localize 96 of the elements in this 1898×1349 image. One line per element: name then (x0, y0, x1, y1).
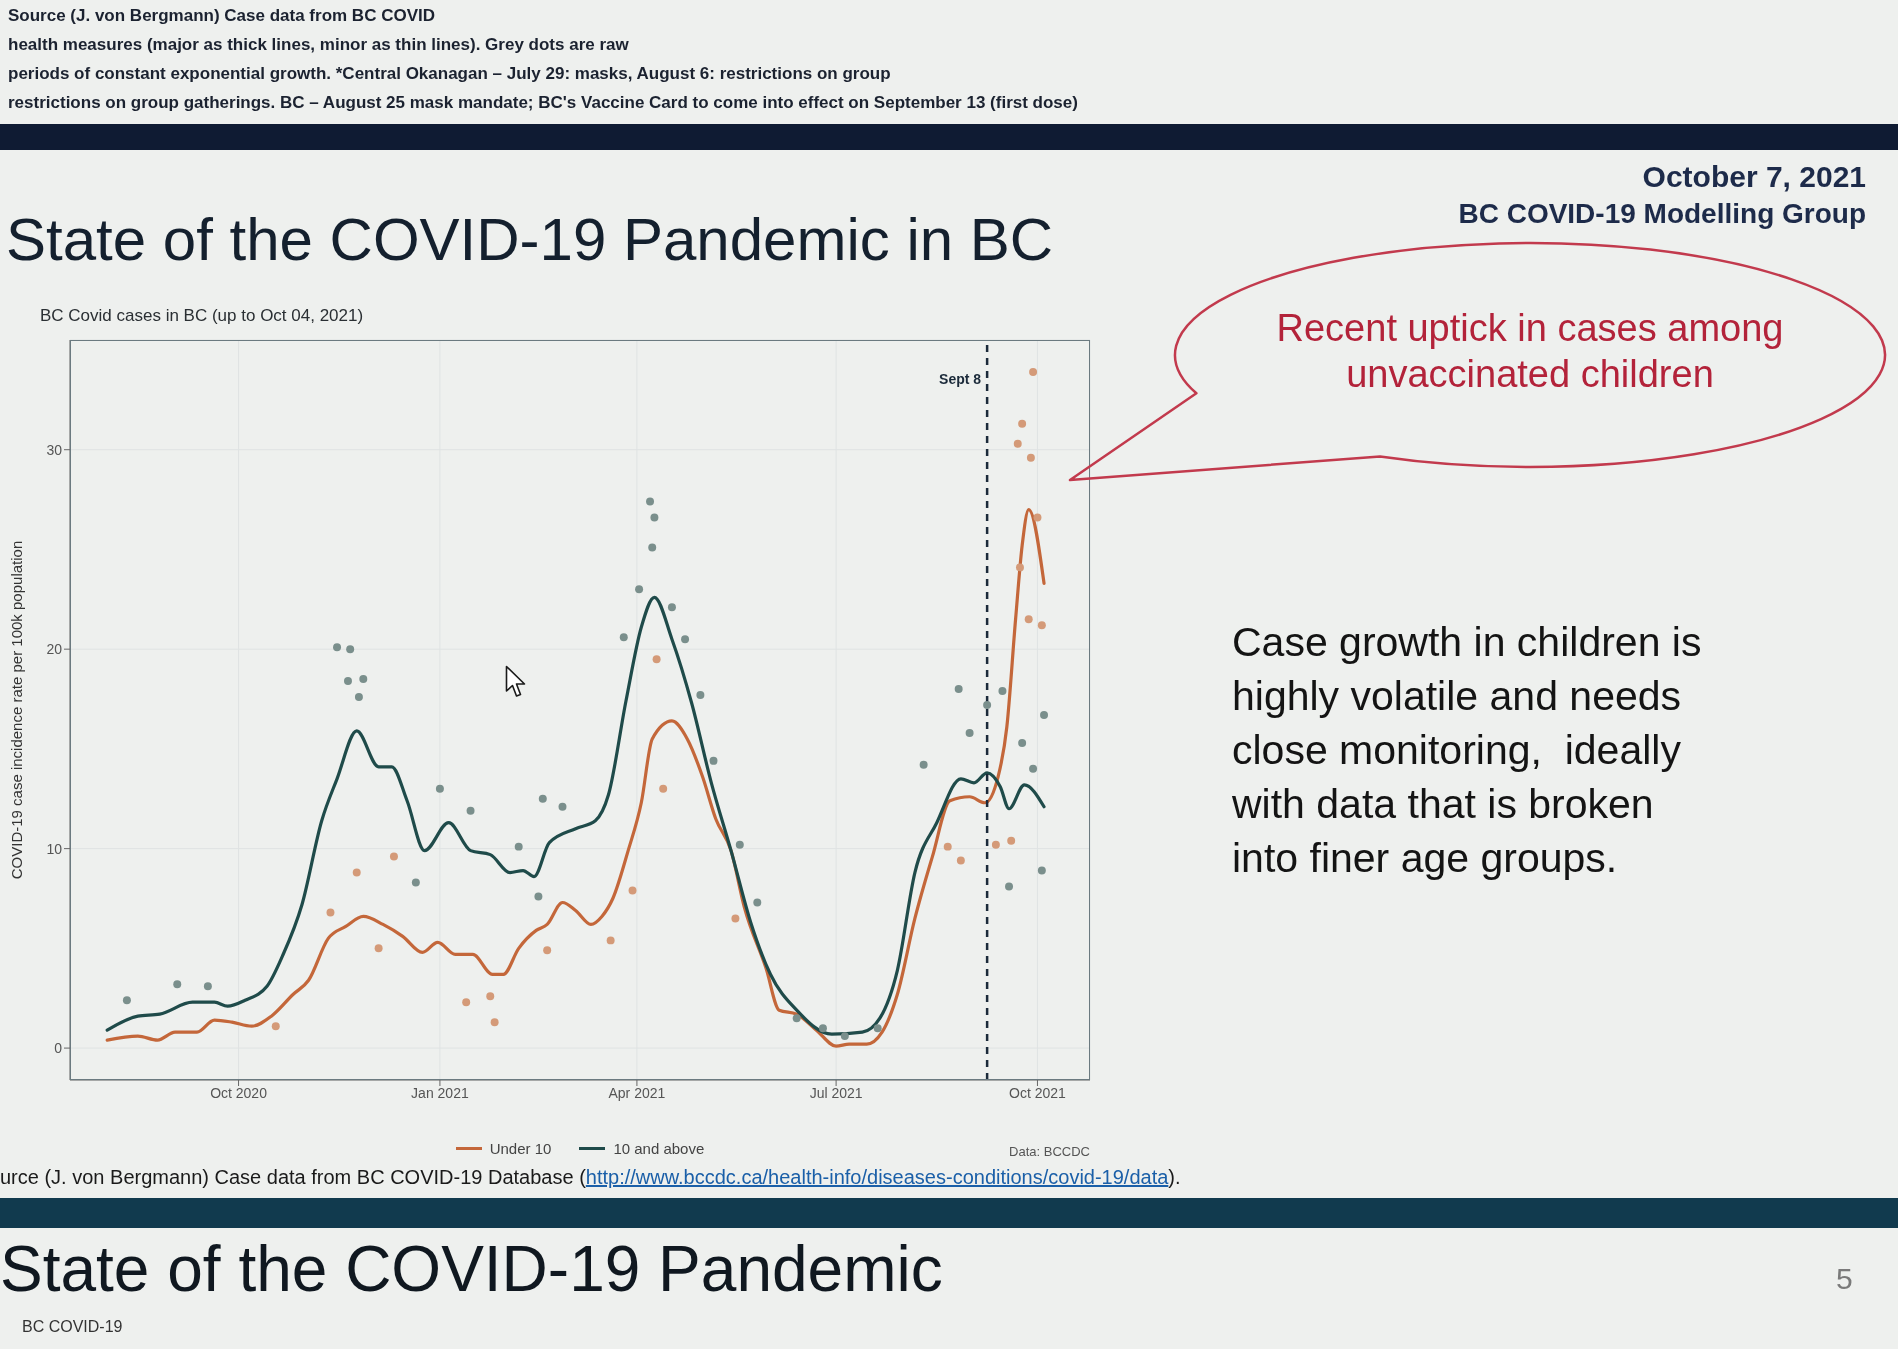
point (538, 794, 547, 803)
point (1040, 711, 1049, 719)
point (1018, 419, 1027, 428)
point (792, 1014, 801, 1023)
x-tick-label: Apr 2021 (608, 1084, 666, 1101)
point (543, 946, 552, 955)
legend-label: Under 10 (489, 1140, 552, 1157)
chart-subtitle: BC Covid cases in BC (up to Oct 04, 2021) (40, 306, 364, 326)
point (696, 691, 705, 700)
ref-line-label: Sept 8 (939, 371, 982, 387)
point (659, 784, 668, 793)
point (1029, 367, 1038, 376)
line-series (105, 507, 1046, 1048)
point (1037, 621, 1046, 630)
point (389, 852, 398, 861)
point (735, 840, 744, 849)
point (411, 878, 420, 887)
point (998, 687, 1007, 696)
point (558, 802, 567, 811)
legend-label: 10 and above (613, 1140, 705, 1157)
point (873, 1024, 882, 1033)
point (991, 840, 1000, 849)
point (628, 886, 637, 895)
point (1007, 836, 1016, 845)
point (648, 543, 657, 552)
point (1005, 882, 1013, 891)
point (635, 585, 644, 594)
point (271, 1022, 280, 1031)
point (731, 914, 740, 923)
point (1026, 453, 1035, 462)
point (753, 898, 762, 907)
y-axis-title: COVID-19 case incidence rate per 100k population (7, 540, 25, 880)
text: urce (J. von Bergmann) Case data from BC COVID-19 Database (http://www.bccdc.ca/health-info/diseases-conditions/covid-19/data). (0, 1166, 1181, 1188)
text: Case growth in children is highly volatile and needs close monitoring, ideally with data that is broken into finer age groups. (1232, 618, 1703, 884)
point (326, 908, 335, 917)
text: BC COVID-19 Modelling Group (1458, 198, 1866, 230)
point (333, 643, 342, 652)
point (646, 497, 655, 506)
point (352, 868, 361, 877)
text: Recent uptick in cases among unvaccinated children (1275, 306, 1785, 397)
text: health measures (major as thick lines, minor as thin lines). Grey dots are raw (8, 35, 629, 55)
y-tick-label: 30 (46, 441, 63, 458)
point (818, 1024, 827, 1033)
y-tick-label: 10 (46, 840, 63, 857)
y-tick-label: 0 (54, 1040, 63, 1057)
text: periods of constant exponential growth. *Central Okanagan – July 29: masks, August 6: restrictions on group (8, 64, 891, 84)
point (709, 756, 718, 765)
x-tick-label: Jan 2021 (411, 1084, 469, 1101)
point (122, 996, 131, 1005)
chart-title: State of the COVID-19 Pandemic in BC (6, 205, 1054, 274)
point (462, 998, 471, 1007)
point (606, 936, 615, 945)
point (435, 784, 444, 793)
point (965, 728, 974, 737)
text: BC COVID-19 (22, 1318, 123, 1336)
point (919, 760, 928, 769)
point (954, 685, 963, 694)
text: State of the COVID-19 Pandemic (0, 1232, 943, 1306)
point (354, 693, 363, 702)
point (1018, 738, 1027, 747)
x-tick-label: Jul 2021 (809, 1084, 863, 1101)
point (619, 633, 628, 642)
y-tick-label: 20 (46, 641, 63, 658)
point (956, 856, 965, 865)
point (652, 655, 661, 664)
point (1015, 563, 1024, 572)
point (650, 513, 659, 522)
point (490, 1018, 499, 1027)
point (983, 701, 992, 709)
point (1013, 439, 1022, 448)
point (1029, 764, 1038, 773)
point (681, 635, 690, 644)
line-series (105, 595, 1046, 1036)
text: October 7, 2021 (1642, 160, 1866, 194)
point (359, 675, 368, 684)
point (1033, 513, 1042, 522)
point (466, 806, 475, 815)
text: restrictions on group gatherings. BC – August 25 mask mandate; BC's Vaccine Card to come into effect on September 13 (first dose) (8, 93, 1078, 113)
point (1037, 866, 1046, 875)
x-tick-label: Oct 2021 (1009, 1084, 1067, 1101)
point (667, 603, 676, 612)
point (346, 645, 355, 654)
point (173, 980, 182, 989)
point (840, 1032, 849, 1041)
point (534, 892, 543, 901)
point (943, 842, 952, 851)
point (343, 677, 352, 686)
point (374, 944, 383, 953)
source-note: Source (J. von Bergmann) Case data from BC COVID (8, 6, 435, 26)
text: Data: BCCDC (1009, 1144, 1090, 1159)
x-tick-label: Oct 2020 (210, 1084, 268, 1101)
point (514, 842, 523, 851)
point (1024, 615, 1033, 624)
point (203, 982, 212, 991)
point (486, 992, 495, 1001)
text: 5 (1836, 1262, 1853, 1296)
